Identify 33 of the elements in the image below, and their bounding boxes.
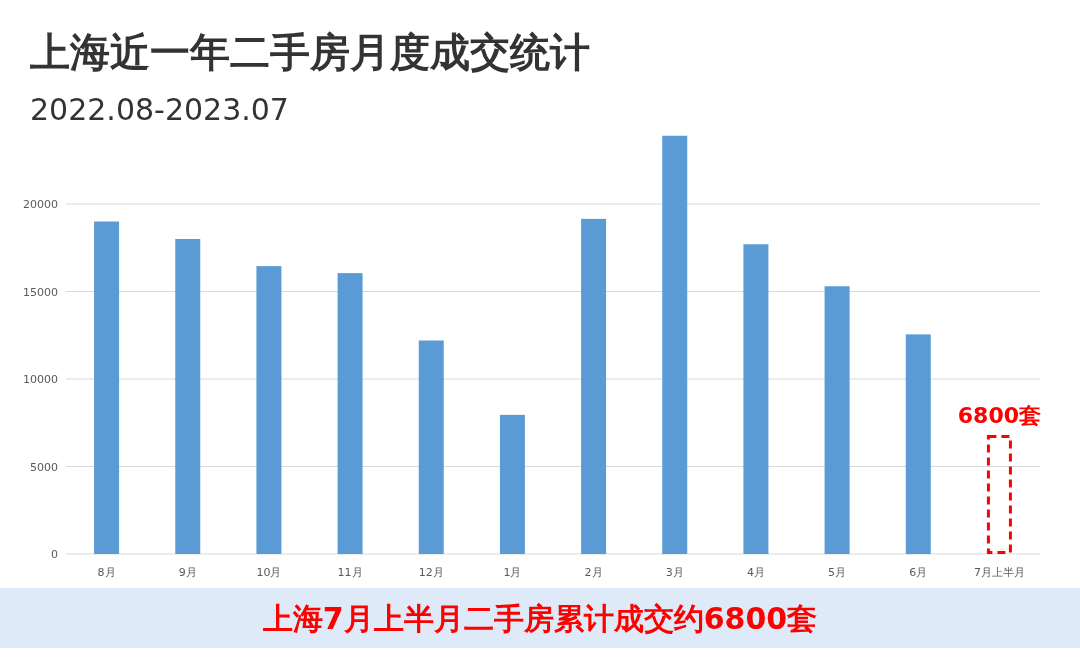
x-tick-label: 5月 xyxy=(828,566,847,579)
bar xyxy=(175,239,201,554)
bar xyxy=(986,435,1012,554)
x-tick-label: 3月 xyxy=(665,566,684,579)
y-tick-label: 15000 xyxy=(23,285,58,299)
bar xyxy=(94,221,120,554)
bar xyxy=(662,135,688,554)
x-tick-label: 7月上半月 xyxy=(973,566,1025,579)
y-tick-label: 10000 xyxy=(23,373,58,386)
bar xyxy=(256,266,282,554)
x-tick-label: 9月 xyxy=(178,566,197,579)
x-tick-label: 10月 xyxy=(256,566,282,579)
bar xyxy=(337,273,363,554)
x-tick-label: 6月 xyxy=(909,566,928,579)
x-tick-label: 8月 xyxy=(97,566,116,579)
x-tick-label: 4月 xyxy=(746,566,765,579)
y-tick-label: 0 xyxy=(51,548,58,561)
bar xyxy=(418,340,444,554)
x-tick-label: 1月 xyxy=(503,566,522,579)
bar xyxy=(743,244,769,554)
bar xyxy=(499,414,525,554)
x-tick-label: 11月 xyxy=(337,566,363,579)
data-label: 6800套 xyxy=(957,403,1042,428)
chart-title: 上海近一年二手房月度成交统计 xyxy=(30,29,590,75)
x-tick-label: 12月 xyxy=(418,566,444,579)
bar xyxy=(824,286,850,554)
chart-subtitle: 2022.08-2023.07 xyxy=(30,92,289,127)
bar xyxy=(905,334,931,554)
x-tick-label: 2月 xyxy=(584,566,603,579)
bar xyxy=(581,218,607,554)
y-tick-label: 20000 xyxy=(23,198,58,211)
text: 上海7月上半月二手房累计成交约6800套 xyxy=(261,601,818,636)
y-tick-label: 5000 xyxy=(30,460,58,474)
